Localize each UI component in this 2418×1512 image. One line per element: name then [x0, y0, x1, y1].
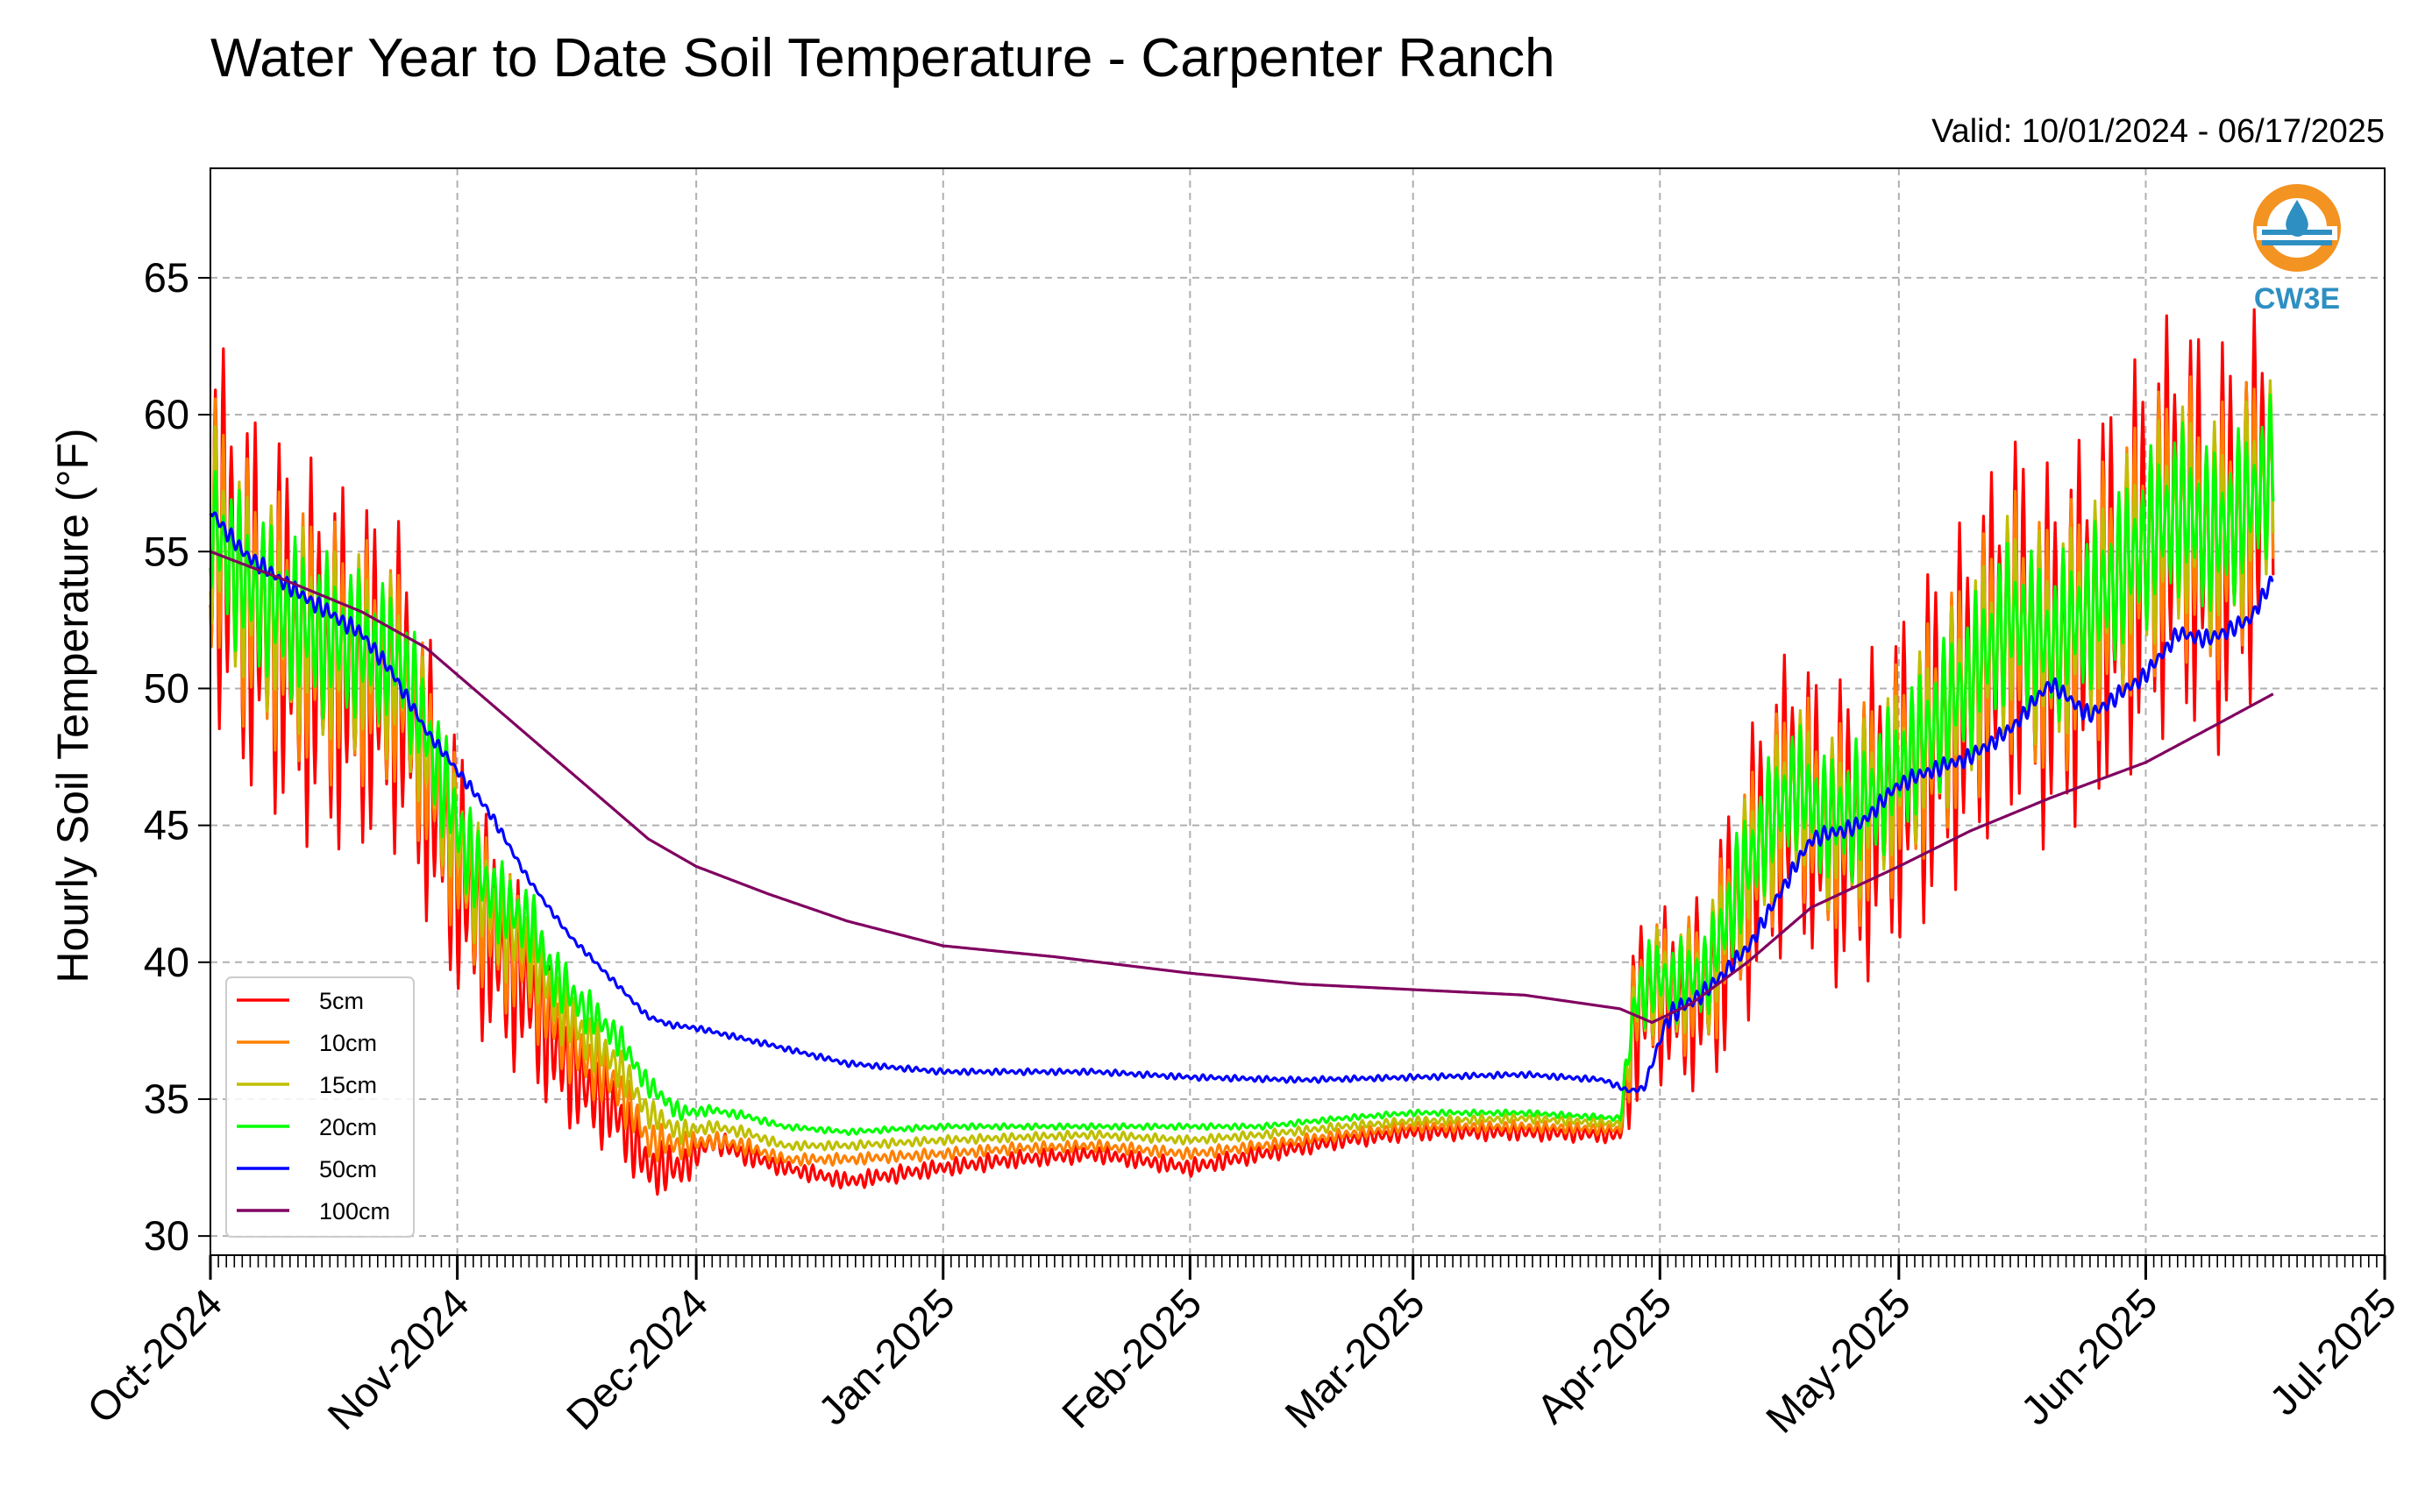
chart-title: Water Year to Date Soil Temperature - Ca…	[210, 28, 1555, 89]
series-line-100cm	[210, 550, 2274, 1025]
y-tick-label: 45	[144, 802, 189, 848]
y-tick-label: 40	[144, 939, 189, 985]
x-minor-ticks	[210, 1255, 2386, 1267]
water-drop-icon	[2286, 200, 2308, 237]
y-tick-label: 65	[144, 254, 189, 301]
legend-label-15cm: 15cm	[319, 1072, 377, 1098]
logo-text: CW3E	[2254, 282, 2340, 316]
legend-label-100cm: 100cm	[319, 1198, 390, 1225]
y-tick-label: 50	[144, 664, 189, 711]
series-line-50cm	[209, 511, 2274, 1094]
plot-frame	[210, 167, 2386, 1256]
valid-date-range: Valid: 10/01/2024 - 06/17/2025	[1931, 113, 2385, 150]
y-tick-label: 30	[144, 1212, 189, 1259]
logo-wave-bottom	[2262, 240, 2332, 245]
legend-label-5cm: 5cm	[319, 988, 364, 1014]
legend-label-50cm: 50cm	[319, 1156, 377, 1182]
legend: 5cm 10cm 15cm 20cm 50cm 100cm	[225, 976, 415, 1238]
y-axis-label: Hourly Soil Temperature (°F)	[48, 428, 97, 983]
cw3e-logo: CW3E	[2253, 184, 2341, 316]
plot-area	[209, 308, 2275, 1196]
y-tick-label: 60	[144, 391, 189, 437]
y-tick-label: 35	[144, 1075, 189, 1122]
legend-label-20cm: 20cm	[319, 1114, 377, 1140]
legend-label-10cm: 10cm	[319, 1030, 377, 1056]
series-line-20cm	[209, 394, 2275, 1137]
y-tick-label: 55	[144, 528, 189, 574]
